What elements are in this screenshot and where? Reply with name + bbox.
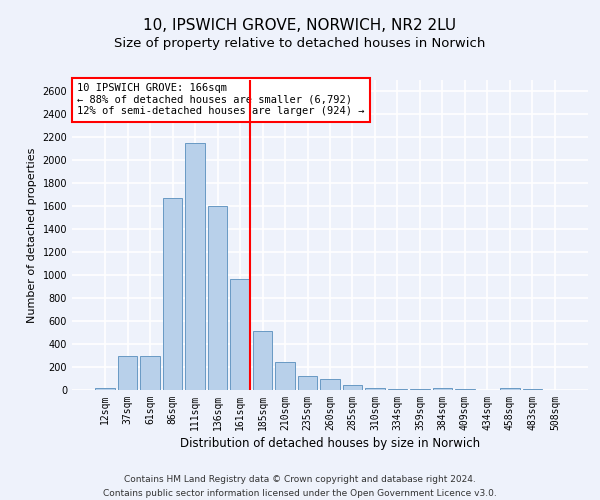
Bar (343, 385, 362, 390)
Bar (298, 376, 317, 390)
Bar (185, 143, 205, 390)
Y-axis label: Number of detached properties: Number of detached properties (27, 148, 37, 322)
Bar (95, 388, 115, 390)
Bar (365, 388, 385, 390)
Bar (208, 206, 227, 390)
X-axis label: Distribution of detached houses by size in Norwich: Distribution of detached houses by size … (180, 437, 480, 450)
Bar (320, 378, 340, 390)
Text: Contains HM Land Registry data © Crown copyright and database right 2024.
Contai: Contains HM Land Registry data © Crown c… (103, 476, 497, 498)
Bar (388, 389, 407, 390)
Bar (140, 356, 160, 390)
Bar (230, 278, 250, 390)
Text: 10 IPSWICH GROVE: 166sqm
← 88% of detached houses are smaller (6,792)
12% of sem: 10 IPSWICH GROVE: 166sqm ← 88% of detach… (77, 83, 365, 116)
Bar (118, 356, 137, 390)
Bar (163, 198, 182, 390)
Text: 10, IPSWICH GROVE, NORWICH, NR2 2LU: 10, IPSWICH GROVE, NORWICH, NR2 2LU (143, 18, 457, 32)
Bar (433, 388, 452, 390)
Bar (500, 388, 520, 390)
Text: Size of property relative to detached houses in Norwich: Size of property relative to detached ho… (115, 38, 485, 51)
Bar (253, 332, 272, 390)
Bar (275, 362, 295, 390)
